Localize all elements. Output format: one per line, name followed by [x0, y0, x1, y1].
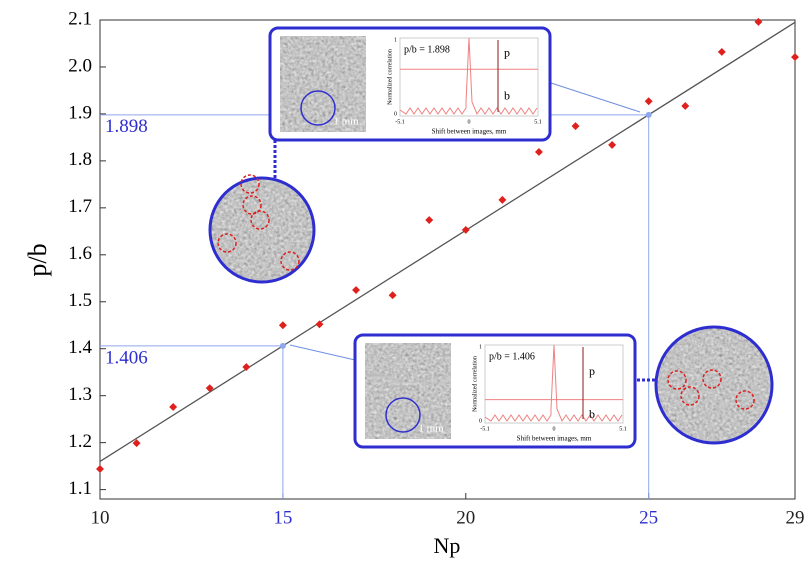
inset: 1 mm p b p/b = 1.406 Normalized correlation S… [355, 335, 635, 447]
data-point [352, 286, 360, 294]
data-point [572, 122, 580, 130]
annotation-label: 1.898 [105, 116, 148, 137]
data-point [645, 97, 653, 105]
data-point [96, 465, 104, 473]
inset-x-tick: 5.1 [619, 426, 627, 432]
data-point [754, 18, 762, 26]
inset-y-tick: 0 [394, 111, 397, 117]
y-axis-label: p/b [23, 243, 52, 276]
inset-y-label: Normalized correlation [387, 49, 393, 105]
data-point [425, 216, 433, 224]
inset: 1 mm p b p/b = 1.898 Normalized correlation S… [270, 28, 550, 140]
y-tick-label: 2.0 [68, 55, 92, 76]
b-label: b [589, 407, 595, 421]
inset-x-tick: 5.1 [534, 119, 542, 125]
data-point [681, 102, 689, 110]
inset-x-tick: 0 [553, 426, 556, 432]
inset-label: p/b = 1.898 [404, 44, 450, 55]
y-tick-label: 1.7 [68, 196, 92, 217]
inset-x-tick: 0 [468, 119, 471, 125]
y-tick-label: 1.1 [68, 478, 92, 499]
annotation-marker [280, 343, 286, 349]
y-tick-label: 1.6 [68, 243, 92, 264]
y-tick-label: 1.5 [68, 290, 92, 311]
magnified-view [656, 327, 772, 443]
x-tick-label: 29 [786, 507, 805, 528]
x-tick-label: 10 [91, 507, 110, 528]
data-point [169, 403, 177, 411]
inset-y-label: Normalized correlation [472, 356, 478, 412]
arrow [548, 82, 640, 112]
data-point [389, 291, 397, 299]
inset-y-tick: 1 [394, 37, 397, 43]
magnified-view [210, 175, 314, 282]
x-tick-label: 15 [273, 507, 292, 528]
chart: p/b Np 1.1 1.2 1.3 1.4 1.5 1.6 1.7 1.8 1.9 2.0 2.1… [0, 0, 811, 561]
b-label: b [504, 88, 510, 102]
p-label: p [589, 364, 595, 378]
scale-label: 1 mm [418, 423, 444, 435]
inset-x-label: Shift between images, mm [517, 435, 592, 443]
arrow [290, 345, 355, 360]
y-tick-label: 1.4 [68, 337, 92, 358]
data-point [608, 141, 616, 149]
inset-y-tick: 1 [479, 344, 482, 350]
y-tick-label: 1.3 [68, 384, 92, 405]
data-point [718, 48, 726, 56]
inset-x-tick: -5.1 [395, 119, 405, 125]
inset-x-label: Shift between images, mm [432, 128, 507, 136]
y-tick-label: 2.1 [68, 8, 92, 29]
scale-label: 1 mm [333, 116, 359, 128]
y-tick-label: 1.2 [68, 431, 92, 452]
annotation-marker [646, 112, 652, 118]
p-label: p [504, 45, 510, 59]
annotation-label: 1.406 [105, 347, 148, 368]
data-point [242, 363, 250, 371]
y-tick-label: 1.8 [68, 149, 92, 170]
y-tick-label: 1.9 [68, 102, 92, 123]
inset-x-tick: -5.1 [480, 426, 490, 432]
data-point [279, 321, 287, 329]
inset-label: p/b = 1.406 [489, 351, 535, 362]
data-point [535, 148, 543, 156]
data-point [498, 196, 506, 204]
x-tick-label: 20 [456, 507, 475, 528]
data-point [791, 53, 799, 61]
x-axis-label: Np [434, 533, 461, 558]
inset-y-tick: 0 [479, 418, 482, 424]
x-tick-label: 25 [639, 507, 658, 528]
